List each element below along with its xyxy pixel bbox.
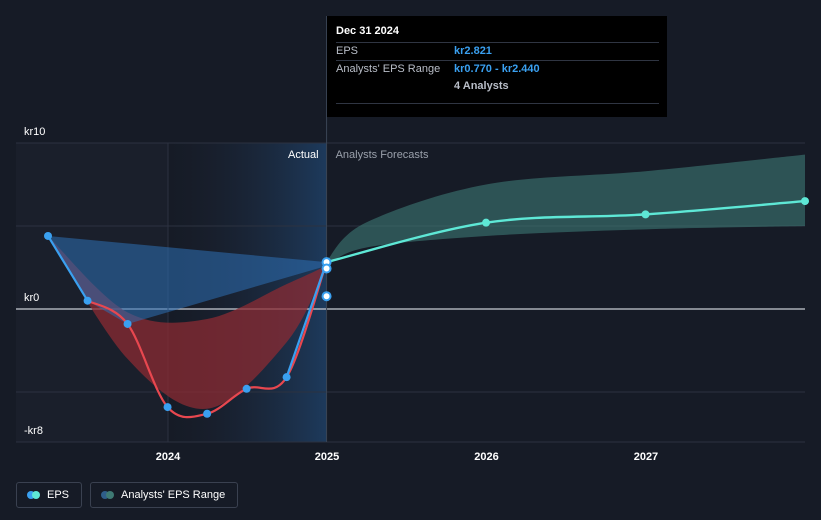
legend-range-label: Analysts' EPS Range	[121, 489, 226, 501]
eps-point	[282, 373, 291, 382]
y-tick-label: -kr8	[24, 425, 43, 437]
legend: EPS Analysts' EPS Range	[16, 482, 239, 508]
x-tick-label: 2025	[315, 451, 339, 463]
legend-range[interactable]: Analysts' EPS Range	[90, 482, 239, 508]
eps-legend-dot-b	[32, 491, 40, 499]
forecast-point	[641, 210, 650, 219]
legend-eps[interactable]: EPS	[16, 482, 83, 508]
forecast-range-band	[326, 154, 805, 266]
eps-point	[242, 384, 251, 393]
tooltip-eps-value: kr2.821	[454, 45, 492, 57]
actual-label: Actual	[288, 149, 319, 161]
tooltip-date: Dec 31 2024	[336, 25, 399, 37]
x-tick-label: 2024	[156, 451, 181, 463]
eps-point	[83, 296, 92, 305]
eps-chart: kr10 kr0 -kr8 2024 2025 2026 2027 Actual Analyst…	[16, 16, 809, 463]
forecast-point	[801, 197, 809, 206]
forecast-line	[326, 199, 806, 264]
past-positive-band	[48, 235, 327, 324]
range-legend-dot-a	[101, 491, 110, 499]
forecast-label: Analysts Forecasts	[336, 149, 429, 161]
eps-point	[123, 319, 132, 328]
tooltip-divider	[336, 103, 659, 104]
tooltip: Dec 31 2024 EPS kr2.821 Analysts' EPS Ra…	[327, 16, 667, 117]
range-legend-dot-b	[106, 491, 115, 499]
y-tick-label: kr10	[24, 126, 45, 138]
x-tick-label: 2027	[634, 451, 658, 463]
tooltip-spacer	[336, 78, 454, 95]
tooltip-range-value: kr0.770 - kr2.440	[454, 63, 540, 75]
eps-line-recovery	[285, 261, 328, 378]
eps-point	[44, 231, 52, 240]
forecast-point	[482, 218, 491, 227]
y-tick-label: kr0	[24, 292, 39, 304]
tooltip-eps-label: EPS	[336, 45, 359, 57]
eps-legend-icon	[27, 491, 41, 499]
legend-eps-label: EPS	[47, 489, 70, 501]
past-range-band	[48, 235, 327, 409]
range-marker-point	[321, 291, 332, 302]
range-legend-icon	[101, 491, 115, 499]
eps-point	[203, 409, 212, 418]
tooltip-analysts: 4 Analysts	[454, 80, 509, 92]
x-tick-label: 2026	[474, 451, 498, 463]
eps-point	[163, 403, 172, 412]
eps-legend-dot-a	[27, 491, 35, 499]
range-marker-point	[321, 263, 332, 274]
eps-line-positive	[47, 235, 89, 302]
tooltip-range-label: Analysts' EPS Range	[336, 63, 441, 75]
